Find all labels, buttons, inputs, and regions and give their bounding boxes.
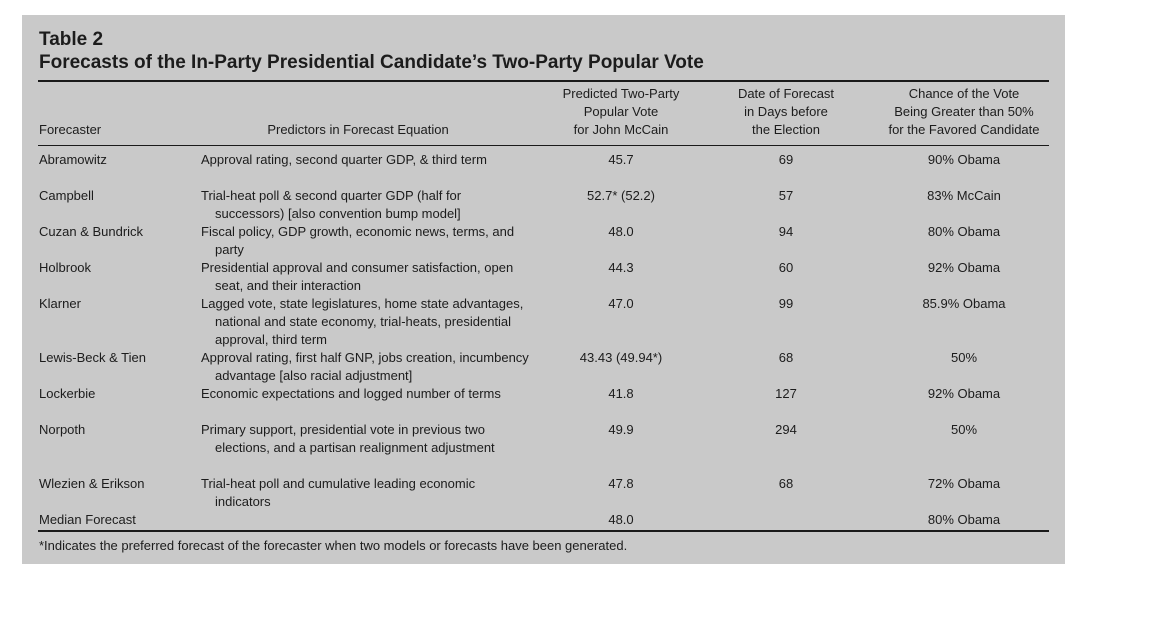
header-forecaster: Forecaster (39, 122, 102, 137)
forecaster-cell: Median Forecast (39, 512, 136, 527)
predictors-cell: Primary support, presidential vote in pr… (201, 422, 495, 455)
chance-cell: 50% (950, 350, 978, 365)
predictors-cell: Presidential approval and consumer satis… (201, 260, 514, 293)
vote-cell: 48.0 (608, 224, 634, 239)
predictors-cell: Trial-heat poll & second quarter GDP (ha… (201, 188, 462, 221)
table-footnote: *Indicates the preferred forecast of the… (39, 538, 628, 553)
vote-cell: 52.7* (52.2) (587, 188, 655, 203)
date-cell: 99 (778, 296, 794, 311)
forecaster-cell: Wlezien & Erikson (39, 476, 145, 491)
date-cell: 127 (775, 386, 797, 401)
bottom-rule (38, 530, 1049, 532)
header-predicted-vote: Predicted Two-Party Popular Vote for Joh… (562, 86, 680, 137)
chance-cell: 92% Obama (927, 386, 1001, 401)
table-title: Forecasts of the In-Party Presidential C… (39, 52, 704, 73)
forecaster-cell: Lewis-Beck & Tien (39, 350, 146, 365)
date-cell: 294 (775, 422, 797, 437)
chance-cell: 80% Obama (927, 224, 1001, 239)
chance-cell: 90% Obama (927, 152, 1001, 167)
vote-cell: 48.0 (608, 512, 634, 527)
predictors-cell: Approval rating, first half GNP, jobs cr… (201, 350, 529, 383)
predictors-cell: Fiscal policy, GDP growth, economic news… (201, 224, 515, 257)
chance-cell: 72% Obama (927, 476, 1001, 491)
forecaster-cell: Lockerbie (39, 386, 96, 401)
predictors-cell: Lagged vote, state legislatures, home st… (201, 296, 524, 347)
chance-cell: 80% Obama (927, 512, 1001, 527)
date-cell: 68 (778, 350, 794, 365)
vote-cell: 41.8 (608, 386, 634, 401)
predictors-cell: Trial-heat poll and cumulative leading e… (201, 476, 476, 509)
chance-cell: 50% (950, 422, 978, 437)
forecaster-cell: Cuzan & Bundrick (39, 224, 144, 239)
vote-cell: 47.0 (608, 296, 634, 311)
chance-cell: 83% McCain (927, 188, 1001, 203)
vote-cell: 49.9 (608, 422, 634, 437)
table-number: Table 2 (39, 29, 104, 50)
forecaster-cell: Norpoth (39, 422, 86, 437)
chance-cell: 92% Obama (927, 260, 1001, 275)
top-rule (38, 80, 1049, 82)
vote-cell: 45.7 (608, 152, 634, 167)
date-cell: 69 (778, 152, 794, 167)
table-panel: Table 2 Forecasts of the In-Party Presid… (22, 15, 1065, 564)
header-rule (38, 145, 1049, 146)
header-predictors: Predictors in Forecast Equation (267, 122, 449, 137)
date-cell: 57 (778, 188, 794, 203)
forecaster-cell: Klarner (39, 296, 81, 311)
predictors-cell: Approval rating, second quarter GDP, & t… (201, 152, 487, 167)
forecaster-cell: Campbell (39, 188, 94, 203)
predictors-cell: Economic expectations and logged number … (201, 386, 501, 401)
header-forecast-date: Date of Forecast in Days before the Elec… (737, 86, 835, 137)
chance-cell: 85.9% Obama (922, 296, 1006, 311)
header-chance: Chance of the Vote Being Greater than 50… (888, 86, 1040, 137)
date-cell: 94 (778, 224, 794, 239)
vote-cell: 43.43 (49.94*) (579, 350, 663, 365)
vote-cell: 47.8 (608, 476, 634, 491)
forecaster-cell: Abramowitz (39, 152, 107, 167)
forecaster-cell: Holbrook (39, 260, 92, 275)
date-cell: 68 (778, 476, 794, 491)
date-cell: 60 (778, 260, 794, 275)
vote-cell: 44.3 (608, 260, 634, 275)
